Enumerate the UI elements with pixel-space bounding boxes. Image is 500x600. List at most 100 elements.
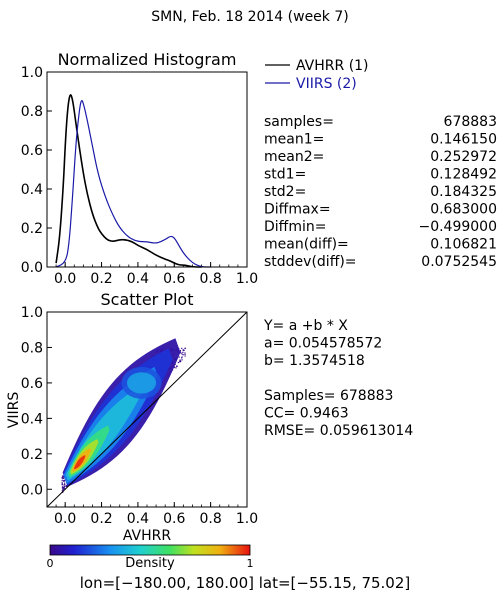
x-tick-label: 1.0	[236, 511, 258, 527]
footer-coordinates: lon=[−180.00, 180.00] lat=[−55.15, 75.02…	[80, 574, 410, 592]
scatter-speck	[181, 356, 183, 358]
x-tick-label: 1.0	[236, 271, 258, 287]
x-tick-label: 0.8	[200, 271, 222, 287]
scatter-speck	[183, 349, 185, 352]
scatter-speck	[64, 482, 66, 484]
regression-line: a= 0.054578572	[264, 336, 382, 352]
regression-line: b= 1.3574518	[264, 353, 365, 369]
density-blob	[127, 372, 157, 394]
scatter-speck	[179, 359, 181, 361]
regression-line: CC= 0.9463	[264, 406, 349, 422]
stat-label: mean1=	[264, 132, 324, 148]
scatter-speck	[62, 475, 64, 477]
scatter-speck	[184, 353, 186, 355]
stat-label: Diffmax=	[264, 202, 331, 218]
x-tick-label: 0.4	[127, 271, 149, 287]
x-tick-label: 0.6	[163, 271, 185, 287]
scatter-speck	[184, 347, 186, 349]
scatter-speck	[63, 486, 65, 488]
y-tick-label: 0.0	[21, 482, 43, 498]
scatter-speck	[63, 480, 66, 482]
histogram-title: Normalized Histogram	[58, 50, 237, 69]
y-tick-label: 0.6	[21, 143, 43, 159]
scatter-speck	[61, 484, 63, 486]
scatter-speck	[63, 477, 65, 479]
stat-value: 0.252972	[430, 149, 497, 165]
regression-line: Samples= 678883	[264, 388, 393, 404]
scatter-speck	[182, 354, 184, 356]
scatter-speck	[182, 351, 184, 353]
stat-label: stddev(diff)=	[264, 254, 357, 270]
scatter-speck	[65, 484, 67, 487]
scatter-speck	[64, 483, 66, 486]
scatter-ylabel: VIIRS	[6, 392, 22, 429]
scatter-speck	[184, 352, 186, 354]
density-band	[74, 455, 86, 470]
scatter-ticks: 0.0 0.2 0.4 0.6 0.8 1.0 0.0 0.2 0.4 0.6 0.8 1.0	[21, 305, 258, 527]
x-tick-label: 0.2	[90, 511, 112, 527]
y-tick-label: 1.0	[21, 65, 43, 81]
scatter-speck	[61, 487, 64, 489]
scatter-speck	[63, 487, 66, 489]
scatter-speck	[184, 355, 186, 357]
scatter-speck	[63, 480, 65, 482]
page-title: SMN, Feb. 18 2014 (week 7)	[151, 9, 348, 25]
scatter-speck	[61, 480, 63, 482]
scatter-speck	[177, 361, 179, 364]
scatter-speck	[63, 480, 65, 483]
scatter-speck	[63, 484, 65, 486]
y-tick-label: 0.2	[21, 447, 43, 463]
scatter-speck	[179, 349, 182, 352]
stats-table: samples= 678883 mean1= 0.146150 mean2= 0.2529…	[264, 114, 497, 270]
histogram-series	[55, 94, 211, 268]
scatter-speck	[178, 356, 180, 358]
scatter-speck	[62, 487, 64, 489]
scatter-title: Scatter Plot	[101, 290, 194, 309]
y-tick-label: 0.8	[21, 340, 43, 356]
x-tick-label: 0.8	[200, 511, 222, 527]
x-tick-label: 0.2	[90, 271, 112, 287]
scatter-speck	[182, 349, 184, 351]
scatter-speck	[179, 360, 181, 362]
scatter-speck	[62, 488, 64, 490]
y-tick-label: 1.0	[21, 305, 43, 321]
scatter-speck	[176, 365, 178, 367]
legend-label-viirs: VIIRS (2)	[296, 76, 357, 92]
scatter-speck	[173, 366, 175, 369]
histogram-ticks: 0.0 0.2 0.4 0.6 0.8 1.0 0.0 0.2 0.4 0.6 0.8 1.0	[21, 65, 258, 287]
x-tick-label: 0.0	[54, 511, 76, 527]
y-tick-label: 0.8	[21, 104, 43, 120]
scatter-speck	[62, 477, 64, 480]
colorbar-min-label: 0	[47, 557, 54, 570]
regression-line: RMSE= 0.059613014	[264, 423, 413, 439]
scatter-speck	[61, 478, 63, 480]
scatter-speck	[181, 353, 183, 355]
x-tick-label: 0.0	[54, 271, 76, 287]
scatter-speck	[61, 482, 63, 484]
series-line-viirs	[55, 100, 211, 268]
stat-value: 0.0752545	[421, 254, 497, 270]
scatter-speck	[181, 347, 183, 350]
stat-label: samples=	[264, 114, 334, 130]
scatter-reference-line	[46, 311, 248, 508]
y-tick-label: 0.4	[21, 411, 43, 427]
stat-label: mean2=	[264, 149, 324, 165]
stat-label: std1=	[264, 167, 306, 183]
stat-value: 0.106821	[430, 237, 497, 253]
colorbar-max-label: 1	[247, 557, 254, 570]
colorbar-label: Density	[125, 556, 175, 571]
histogram-legend: AVHRR (1) VIIRS (2)	[265, 58, 369, 92]
stat-value: 0.184325	[430, 184, 497, 200]
y-tick-label: 0.0	[21, 260, 43, 276]
stat-value: −0.499000	[418, 219, 497, 235]
stat-value: 0.683000	[430, 202, 497, 218]
scatter-speck	[175, 367, 177, 369]
scatter-speck	[180, 352, 182, 354]
stat-value: 678883	[444, 114, 497, 130]
colorbar	[49, 544, 251, 556]
scatter-speck	[66, 485, 68, 487]
stat-label: Diffmin=	[264, 219, 326, 235]
scatter-speck	[181, 357, 183, 359]
scatter-speck	[181, 359, 183, 361]
